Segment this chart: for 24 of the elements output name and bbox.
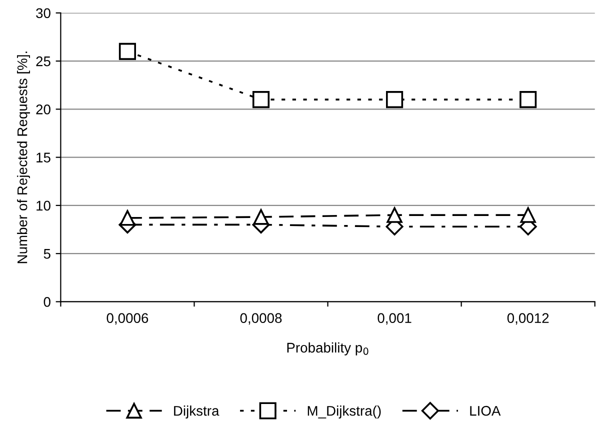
y-axis-title: Number of Rejected Requests [%].	[17, 52, 30, 264]
point	[386, 207, 402, 223]
legend-label: Dijkstra	[174, 406, 220, 418]
legend-label: LIOA	[470, 406, 501, 416]
legend-label: M_Dijkstra()	[308, 406, 381, 418]
x-tick-label: 0,0008	[240, 313, 282, 325]
x-axis-title: Probability p$_{0}$	[287, 342, 368, 356]
point	[252, 91, 270, 108]
point	[520, 207, 536, 223]
y-tick-label: 20	[36, 104, 50, 114]
y-tick-label: 5	[44, 249, 50, 259]
x-tick-label: 0,0006	[106, 313, 148, 325]
point	[386, 91, 404, 108]
point	[520, 91, 537, 108]
x-tick-label: 0,001	[378, 313, 412, 325]
point	[120, 210, 136, 226]
y-tick-label: 25	[36, 56, 50, 66]
y-tick-label: 30	[36, 8, 50, 18]
point	[253, 209, 269, 225]
y-tick-label: 0	[44, 297, 50, 307]
y-tick-label: 10	[36, 200, 50, 211]
y-tick-label: 15	[36, 152, 50, 162]
x-tick-label: 0,0012	[507, 313, 549, 325]
point	[118, 42, 136, 60]
